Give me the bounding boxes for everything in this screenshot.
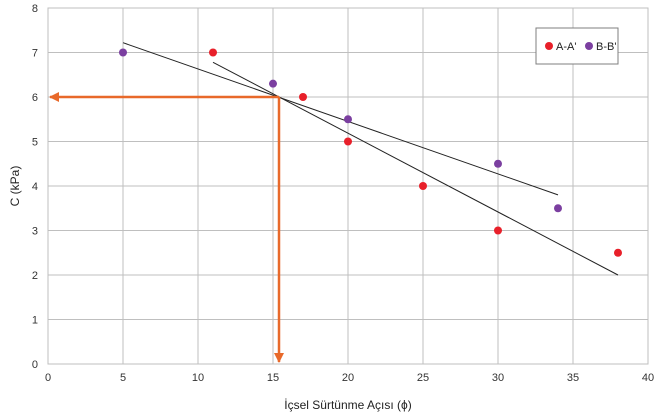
x-tick-label: 10 [192, 372, 204, 384]
x-tick-label: 35 [567, 372, 579, 384]
y-tick-label: 0 [32, 359, 38, 371]
y-tick-label: 1 [32, 315, 38, 327]
data-point [299, 93, 307, 101]
legend-marker [545, 42, 553, 50]
data-point [554, 204, 562, 213]
y-tick-label: 2 [32, 270, 38, 282]
data-point [344, 137, 352, 146]
x-tick-label: 25 [417, 372, 429, 384]
y-tick-label: 3 [32, 226, 38, 238]
x-axis-title: İçsel Sürtünme Açısı (ϕ) [284, 398, 411, 412]
data-point [494, 226, 502, 235]
data-point [344, 115, 352, 124]
trendlines [122, 42, 619, 276]
data-points [119, 48, 622, 257]
y-axis-title: C (kPa) [8, 166, 22, 207]
arrow-annotations [49, 92, 284, 363]
y-tick-label: 6 [32, 92, 38, 104]
x-tick-label: 40 [642, 372, 654, 384]
y-tick-label: 7 [32, 48, 38, 60]
data-point [419, 182, 427, 190]
x-tick-label: 15 [267, 372, 279, 384]
x-tick-label: 30 [492, 372, 504, 384]
legend-label: B-B' [596, 41, 616, 53]
legend-marker [585, 42, 593, 50]
trendline [122, 42, 559, 196]
data-point [209, 48, 217, 57]
data-point [269, 79, 277, 88]
y-tick-label: 4 [32, 181, 38, 193]
trendline [212, 61, 619, 276]
x-tick-label: 5 [120, 372, 126, 384]
legend-label: A-A' [556, 41, 576, 53]
y-tick-label: 8 [32, 3, 38, 15]
x-tick-label: 0 [45, 372, 51, 384]
data-point [494, 159, 502, 168]
legend: A-A' B-B' [535, 27, 619, 65]
tick-labels: 0 5 10 15 20 25 30 35 40 0 1 2 3 4 5 6 7 8 [32, 3, 654, 384]
data-point [119, 48, 127, 57]
y-tick-label: 5 [32, 137, 38, 149]
x-tick-label: 20 [342, 372, 354, 384]
data-point [614, 248, 622, 257]
